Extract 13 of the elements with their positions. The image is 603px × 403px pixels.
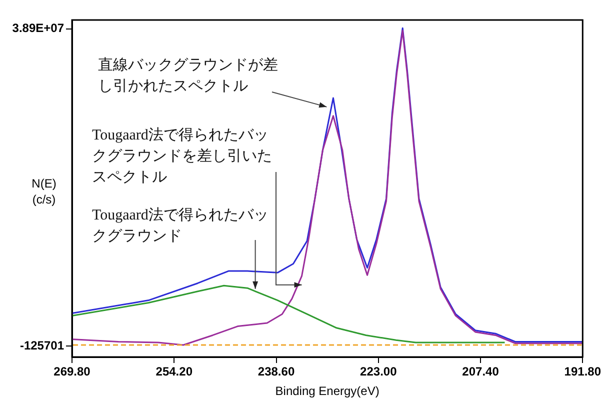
x-tick-label: 191.80 (564, 364, 602, 379)
x-tick-label: 238.60 (258, 364, 295, 379)
x-tick-label: 223.00 (360, 364, 398, 379)
annotation: Tougaard法で得られたバックグラウンド (92, 206, 268, 244)
y-tick-label: 3.89E+07 (12, 21, 64, 36)
y-axis-title: N(E) (c/s) (32, 176, 56, 206)
y-tick-label: -125701 (20, 338, 64, 352)
x-tick-label: 269.80 (54, 364, 91, 379)
x-tick-label: 254.20 (156, 364, 193, 379)
x-axis-title: Binding Energy(eV) (275, 384, 380, 398)
annotation: Tougaard法で得られたバックグラウンドを差し引いたスペクトル (92, 126, 272, 186)
x-tick-label: 207.40 (462, 364, 500, 379)
annotation: 直線バックグラウンドが差し引かれたスペクトル (98, 56, 278, 94)
